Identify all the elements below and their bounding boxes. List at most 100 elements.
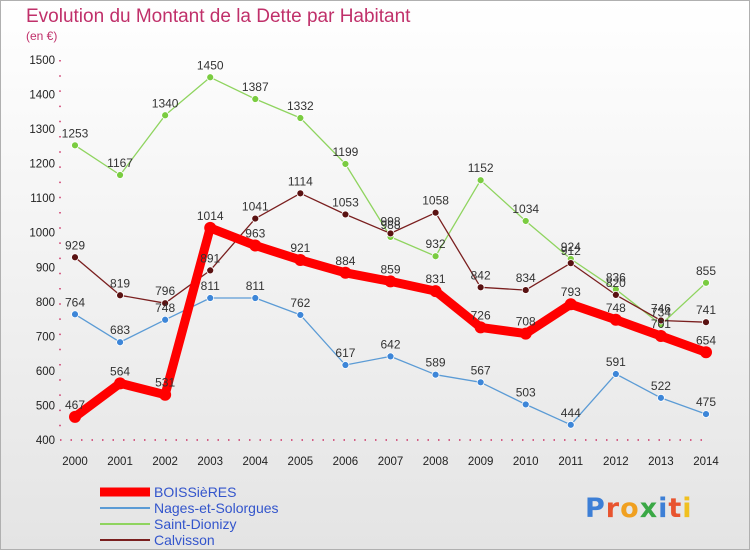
x-tick-label: 2001 xyxy=(107,456,133,468)
data-label: 820 xyxy=(606,276,626,290)
proxiti-logo: Proxiti xyxy=(585,493,692,524)
y-tick-label: 800 xyxy=(36,297,55,309)
chart-unit: (en €) xyxy=(26,29,57,43)
data-label: 819 xyxy=(110,276,130,290)
data-label: 963 xyxy=(245,227,265,241)
y-tick-label: 700 xyxy=(36,331,55,343)
x-tick-label: 2008 xyxy=(423,456,449,468)
data-point xyxy=(386,352,395,361)
x-tick-label: 2000 xyxy=(62,456,88,468)
data-point xyxy=(116,338,124,347)
x-tick-label: 2014 xyxy=(693,456,719,468)
data-point xyxy=(702,318,710,327)
data-label: 762 xyxy=(290,296,310,310)
data-label: 748 xyxy=(606,301,626,315)
data-point xyxy=(251,95,260,103)
data-point xyxy=(206,266,215,275)
data-label: 701 xyxy=(651,317,671,331)
data-point xyxy=(700,346,712,359)
data-point xyxy=(296,189,305,198)
data-label: 932 xyxy=(426,237,446,251)
data-point xyxy=(519,327,532,340)
data-label: 1053 xyxy=(332,195,359,209)
data-point xyxy=(251,294,260,302)
data-point xyxy=(161,111,170,120)
data-label: 929 xyxy=(65,238,85,252)
data-label: 522 xyxy=(651,379,671,393)
y-tick-label: 500 xyxy=(36,400,55,412)
data-point xyxy=(386,229,395,238)
chart-title: Evolution du Montant de la Dette par Hab… xyxy=(26,6,411,27)
data-point xyxy=(69,410,81,423)
data-label: 998 xyxy=(380,214,400,228)
data-label: 796 xyxy=(155,284,175,298)
data-label: 811 xyxy=(201,279,220,293)
y-tick-label: 900 xyxy=(36,262,55,274)
data-point xyxy=(566,259,575,268)
data-label: 741 xyxy=(696,303,716,317)
data-label: 811 xyxy=(246,279,265,293)
data-point xyxy=(476,378,485,387)
data-label: 748 xyxy=(155,301,175,315)
data-point xyxy=(116,171,124,179)
data-label: 1041 xyxy=(242,200,269,214)
data-label: 654 xyxy=(696,333,716,347)
data-label: 764 xyxy=(65,295,85,309)
legend-label: Calvisson xyxy=(154,532,215,548)
data-point xyxy=(249,239,262,252)
data-point xyxy=(159,388,172,401)
legend: BOISSièRESNages-et-SolorguesSaint-Dioniz… xyxy=(100,484,279,548)
data-label: 1167 xyxy=(107,156,133,170)
data-label: 1199 xyxy=(333,145,359,159)
data-label: 564 xyxy=(110,364,130,378)
x-tick-label: 2010 xyxy=(513,456,539,468)
data-label: 734 xyxy=(651,306,671,320)
data-point xyxy=(474,321,487,334)
data-label: 921 xyxy=(290,241,310,255)
data-label: 444 xyxy=(561,406,581,420)
data-point xyxy=(566,420,575,429)
data-point xyxy=(611,291,620,299)
data-label: 793 xyxy=(561,285,581,299)
data-point xyxy=(206,73,215,82)
data-point xyxy=(341,210,350,219)
legend-label: Nages-et-Solorgues xyxy=(154,500,279,516)
data-label: 988 xyxy=(380,218,400,232)
data-label: 891 xyxy=(200,251,220,265)
axes: 400 500 600 700 800 900 1000 1100 1200 1300 1400 15… xyxy=(29,55,719,468)
data-point xyxy=(564,298,577,311)
data-label: 503 xyxy=(516,385,536,399)
data-point xyxy=(657,393,665,402)
x-tick-label: 2012 xyxy=(603,456,629,468)
data-label: 912 xyxy=(561,244,581,258)
data-label: 708 xyxy=(516,315,536,329)
data-label: 1450 xyxy=(197,58,224,72)
data-point xyxy=(341,160,350,168)
data-point xyxy=(521,286,530,294)
data-label: 1387 xyxy=(242,80,269,94)
data-label: 836 xyxy=(606,270,626,284)
data-point xyxy=(71,141,79,150)
data-label: 855 xyxy=(696,264,716,278)
data-label: 589 xyxy=(426,356,446,370)
legend-label: BOISSièRES xyxy=(154,484,236,500)
data-point xyxy=(431,370,440,379)
data-point xyxy=(71,253,79,262)
data-label: 1332 xyxy=(287,99,314,113)
data-label: 591 xyxy=(606,355,626,369)
data-label: 683 xyxy=(110,323,130,337)
data-label: 531 xyxy=(155,376,175,390)
y-tick-label: 1200 xyxy=(29,159,55,171)
data-point xyxy=(609,313,622,326)
data-point xyxy=(521,217,530,225)
data-point xyxy=(341,361,350,369)
data-point xyxy=(116,291,124,300)
x-tick-label: 2013 xyxy=(648,456,674,468)
data-point xyxy=(657,316,665,325)
data-labels: 764 683 748 811 811 762 617 642 589 567 503 444 591 5… xyxy=(62,58,717,420)
data-point xyxy=(251,214,260,223)
data-point xyxy=(702,278,710,287)
data-point xyxy=(521,400,530,409)
x-tick-label: 2003 xyxy=(197,456,223,468)
